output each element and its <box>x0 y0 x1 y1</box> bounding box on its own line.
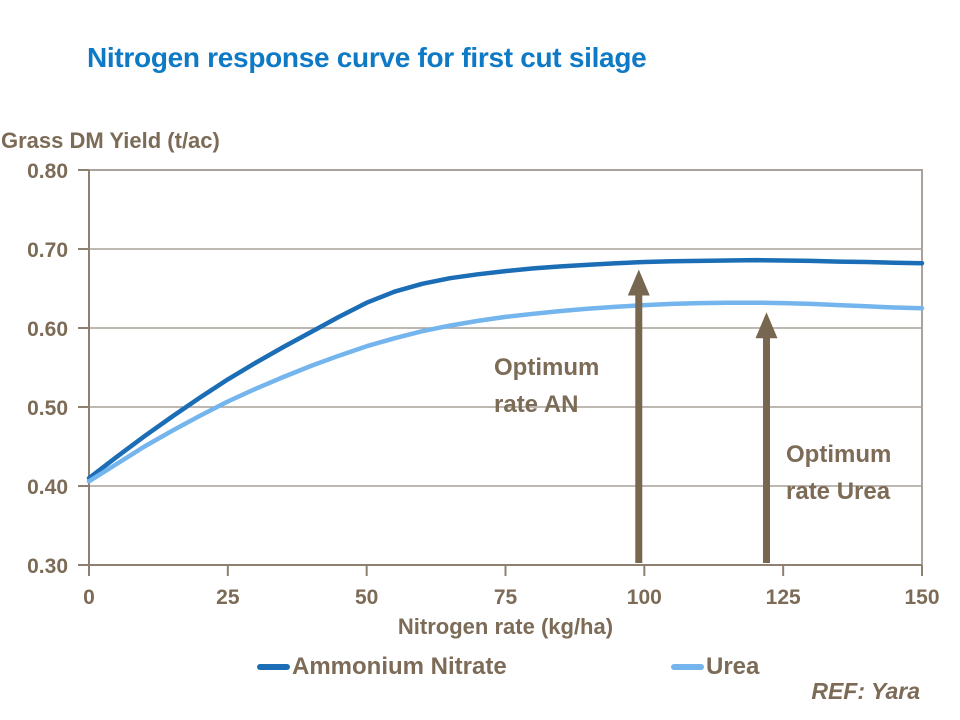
urea-legend-swatch <box>671 664 704 670</box>
y-tick-label: 0.70 <box>27 239 68 262</box>
annotation-optimum-an-line2: rate AN <box>494 391 579 418</box>
x-axis-title: Nitrogen rate (kg/ha) <box>397 614 614 639</box>
y-axis-title: Grass DM Yield (t/ac) <box>1 128 220 153</box>
legend-item-ammonium-nitrate: Ammonium Nitrate <box>257 651 507 683</box>
x-tick-label: 75 <box>494 586 518 609</box>
x-tick-label: 50 <box>355 586 378 609</box>
urea-legend-label: Urea <box>706 653 760 680</box>
y-tick-label: 0.40 <box>27 476 68 499</box>
ammonium-nitrate-curve <box>86 257 925 481</box>
optimum-rate-urea-arrowhead <box>755 312 778 339</box>
x-tick-label: 100 <box>627 586 662 609</box>
optimum-rate-an-arrowhead <box>627 269 650 296</box>
y-tick-label: 0.50 <box>27 397 68 420</box>
annotation-optimum-urea-line2: rate Urea <box>786 478 891 505</box>
ammonium-nitrate-legend-swatch <box>257 664 290 670</box>
reference-credit: REF: Yara <box>811 678 920 704</box>
y-tick-label: 0.60 <box>27 318 68 341</box>
annotation-optimum-an: Optimum rate AN <box>494 349 599 423</box>
page-title: Nitrogen response curve for first cut si… <box>87 42 647 73</box>
ammonium-nitrate-legend-label: Ammonium Nitrate <box>292 653 507 680</box>
annotation-optimum-an-line1: Optimum <box>494 354 600 381</box>
y-tick-label: 0.80 <box>27 160 68 183</box>
legend-item-urea: Urea <box>671 651 759 683</box>
urea-curve <box>86 300 925 484</box>
x-tick-label: 0 <box>83 586 95 609</box>
plot-border <box>89 169 923 565</box>
x-tick-label: 25 <box>216 586 240 609</box>
x-tick-label: 125 <box>766 586 801 609</box>
x-tick-label: 150 <box>904 586 939 609</box>
annotation-optimum-urea-line1: Optimum <box>786 441 892 468</box>
annotation-optimum-urea: Optimum rate Urea <box>786 436 891 510</box>
y-tick-label: 0.30 <box>27 555 68 578</box>
